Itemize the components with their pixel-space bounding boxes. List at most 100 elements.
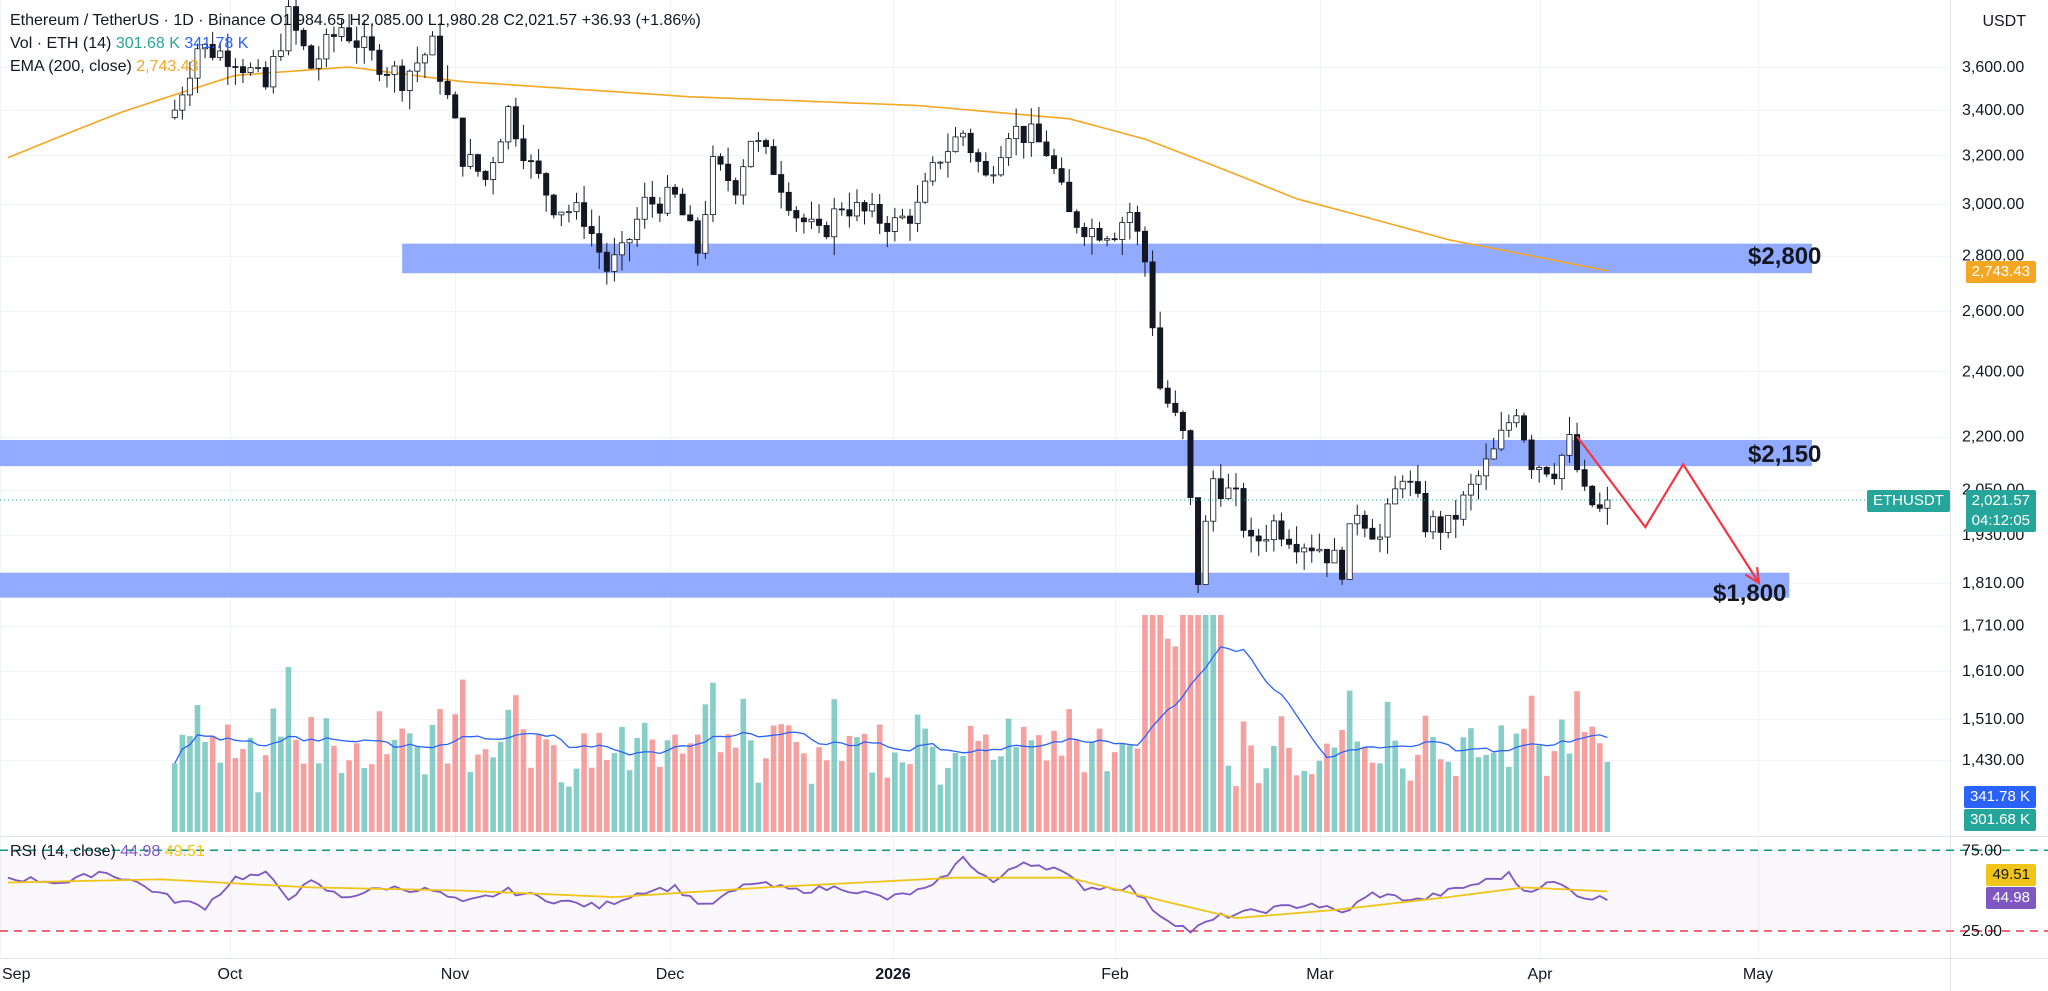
volume-bar-71	[710, 682, 716, 832]
ema-path	[7, 66, 1608, 272]
candle-54	[581, 185, 588, 239]
candle-185	[1574, 422, 1581, 473]
candle-1	[179, 86, 186, 120]
level-label-2150: $2,150	[1748, 441, 1822, 468]
candle-2	[186, 61, 193, 107]
candle-128	[1142, 226, 1149, 277]
legend-ema-row: EMA (200, close) 2,743.43	[10, 56, 199, 78]
volume-bar-175	[1498, 725, 1505, 832]
volume-bar-79	[770, 725, 777, 832]
countdown-tag: 04:12:05	[1965, 510, 2036, 532]
candle-body-110	[1005, 138, 1012, 159]
price-tick-label-4: 2,800.00	[1962, 248, 2024, 265]
candle-body-94	[884, 222, 891, 232]
candle-body-102	[944, 151, 951, 163]
candle-body-135	[1195, 497, 1202, 585]
candle-body-101	[937, 161, 944, 164]
candle-11	[255, 59, 262, 73]
candle-body-181	[1543, 467, 1550, 475]
candle-body-24	[353, 40, 360, 48]
volume-bar-24	[353, 743, 360, 832]
volume-bar-4	[202, 741, 208, 832]
volume-bar-50	[550, 745, 557, 832]
candle-body-177	[1513, 415, 1520, 424]
volume-indicator-label[interactable]: Vol · ETH (14)	[10, 35, 112, 52]
candle-body-154	[1339, 549, 1346, 580]
candle-body-53	[573, 202, 580, 213]
candle-body-155	[1346, 523, 1353, 580]
volume-bar-168	[1445, 761, 1451, 832]
candle-body-96	[899, 215, 906, 219]
volume-bar-2	[187, 736, 193, 832]
symbol-title[interactable]: Ethereum / TetherUS · 1D · Binance	[10, 12, 266, 29]
candle-body-3	[194, 48, 201, 79]
volume-bar-161	[1392, 740, 1398, 832]
candle-body-11	[255, 67, 262, 69]
candle-19	[315, 46, 322, 81]
volume-bar-137	[1210, 615, 1217, 832]
candle-body-48	[535, 160, 542, 174]
volume-bar-70	[702, 704, 709, 832]
volume-bar-52	[566, 786, 572, 832]
candle-130	[1157, 311, 1164, 391]
candle-body-77	[755, 140, 762, 142]
candle-139	[1225, 473, 1232, 501]
volume-bar-84	[808, 783, 815, 832]
volume-bar-128	[1142, 615, 1148, 832]
candle-body-160	[1384, 503, 1391, 538]
volume-bar-44	[505, 709, 512, 832]
candle-body-52	[565, 211, 572, 214]
candle-body-41	[482, 170, 489, 180]
volume-bar-81	[785, 725, 792, 832]
volume-bar-31	[406, 733, 413, 832]
volume-bar-11	[255, 792, 261, 832]
candle-body-145	[1270, 520, 1277, 541]
candle-187	[1589, 484, 1596, 508]
candle-body-109	[997, 157, 1004, 176]
candle-106	[975, 148, 982, 173]
price-tick-label-0: 3,600.00	[1962, 59, 2024, 76]
time-axis[interactable]: Sep Oct Nov Dec 2026 Feb Mar Apr May	[2, 966, 1773, 983]
time-tick-label-7: Apr	[1528, 966, 1554, 983]
candle-body-100	[929, 162, 936, 182]
candle-98	[914, 185, 921, 232]
candle-79	[770, 139, 777, 176]
candle-137	[1210, 470, 1217, 532]
candle-body-116	[1051, 155, 1058, 169]
volume-bar-110	[1005, 718, 1012, 832]
volume-bar-82	[793, 742, 800, 832]
volume-bar-95	[892, 752, 898, 832]
candle-body-34	[429, 35, 436, 56]
candle-0	[171, 99, 178, 120]
currency-label[interactable]: USDT	[1982, 13, 2026, 30]
volume-bar-157	[1362, 747, 1368, 832]
candles	[171, 0, 1611, 594]
candle-body-166	[1430, 516, 1437, 533]
ema-indicator-label[interactable]: EMA (200, close)	[10, 58, 132, 75]
candle-body-99	[922, 180, 929, 203]
volume-bar-171	[1468, 728, 1474, 832]
candle-162	[1399, 475, 1406, 499]
time-tick-label-6: Mar	[1306, 966, 1334, 983]
candle-141	[1240, 482, 1247, 538]
volume-bar-124	[1111, 752, 1118, 832]
price-tick-label-11: 1,710.00	[1962, 618, 2024, 635]
candle-body-28	[383, 74, 390, 76]
candle-body-50	[550, 194, 557, 216]
candle-83	[800, 213, 807, 234]
candle-156	[1354, 504, 1361, 536]
candle-body-21	[330, 34, 337, 37]
rsi-indicator-label[interactable]: RSI (14, close)	[10, 843, 116, 860]
legend-volume-row: Vol · ETH (14) 301.68 K 341.78 K	[10, 33, 248, 55]
price-tick-label-10: 1,810.00	[1962, 575, 2024, 592]
candle-body-137	[1210, 478, 1217, 522]
volume-bar-144	[1263, 768, 1270, 832]
volume-bar-174	[1490, 752, 1497, 832]
volume-bar-131	[1164, 638, 1171, 832]
candle-body-69	[694, 220, 701, 254]
volume-bar-99	[922, 728, 928, 832]
candle-67	[679, 188, 686, 216]
candle-36	[444, 65, 451, 100]
candle-3	[194, 43, 201, 93]
